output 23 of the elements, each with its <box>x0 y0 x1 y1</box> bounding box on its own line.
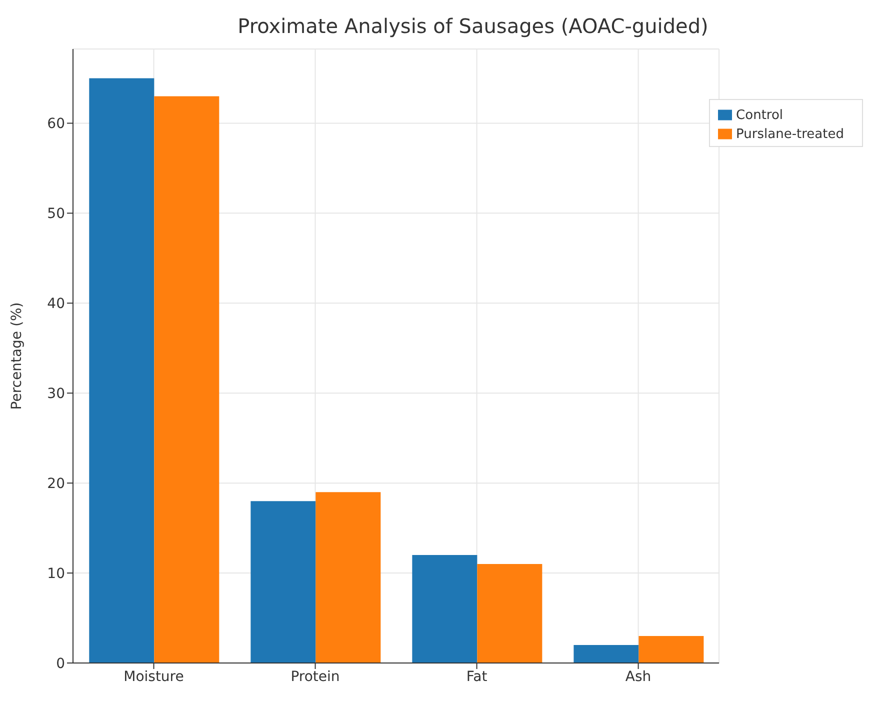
bar <box>89 78 154 663</box>
chart-title: Proximate Analysis of Sausages (AOAC-guided) <box>236 13 710 40</box>
bar <box>477 564 542 663</box>
y-tick-label: 40 <box>47 296 65 312</box>
y-tick-label: 50 <box>47 206 65 222</box>
bar <box>412 555 478 663</box>
y-axis-title: Percentage (%) <box>8 302 25 410</box>
y-tick-label: 30 <box>47 386 65 402</box>
bar <box>574 645 639 663</box>
x-tick-label: Moisture <box>124 668 184 685</box>
y-tick-label: 10 <box>47 566 65 582</box>
y-tick-label: 20 <box>47 476 65 492</box>
bar <box>154 96 220 663</box>
y-tick-label: 0 <box>56 656 65 672</box>
y-tick-label: 60 <box>47 116 65 132</box>
bar <box>316 492 381 663</box>
x-tick-label: Protein <box>290 668 340 685</box>
x-tick-label: Ash <box>625 668 652 685</box>
legend-label: Purslane-treated <box>736 127 844 142</box>
bar <box>638 636 704 663</box>
legend-label: Control <box>736 108 784 123</box>
bar <box>250 501 316 663</box>
x-tick-label: Fat <box>466 668 488 685</box>
